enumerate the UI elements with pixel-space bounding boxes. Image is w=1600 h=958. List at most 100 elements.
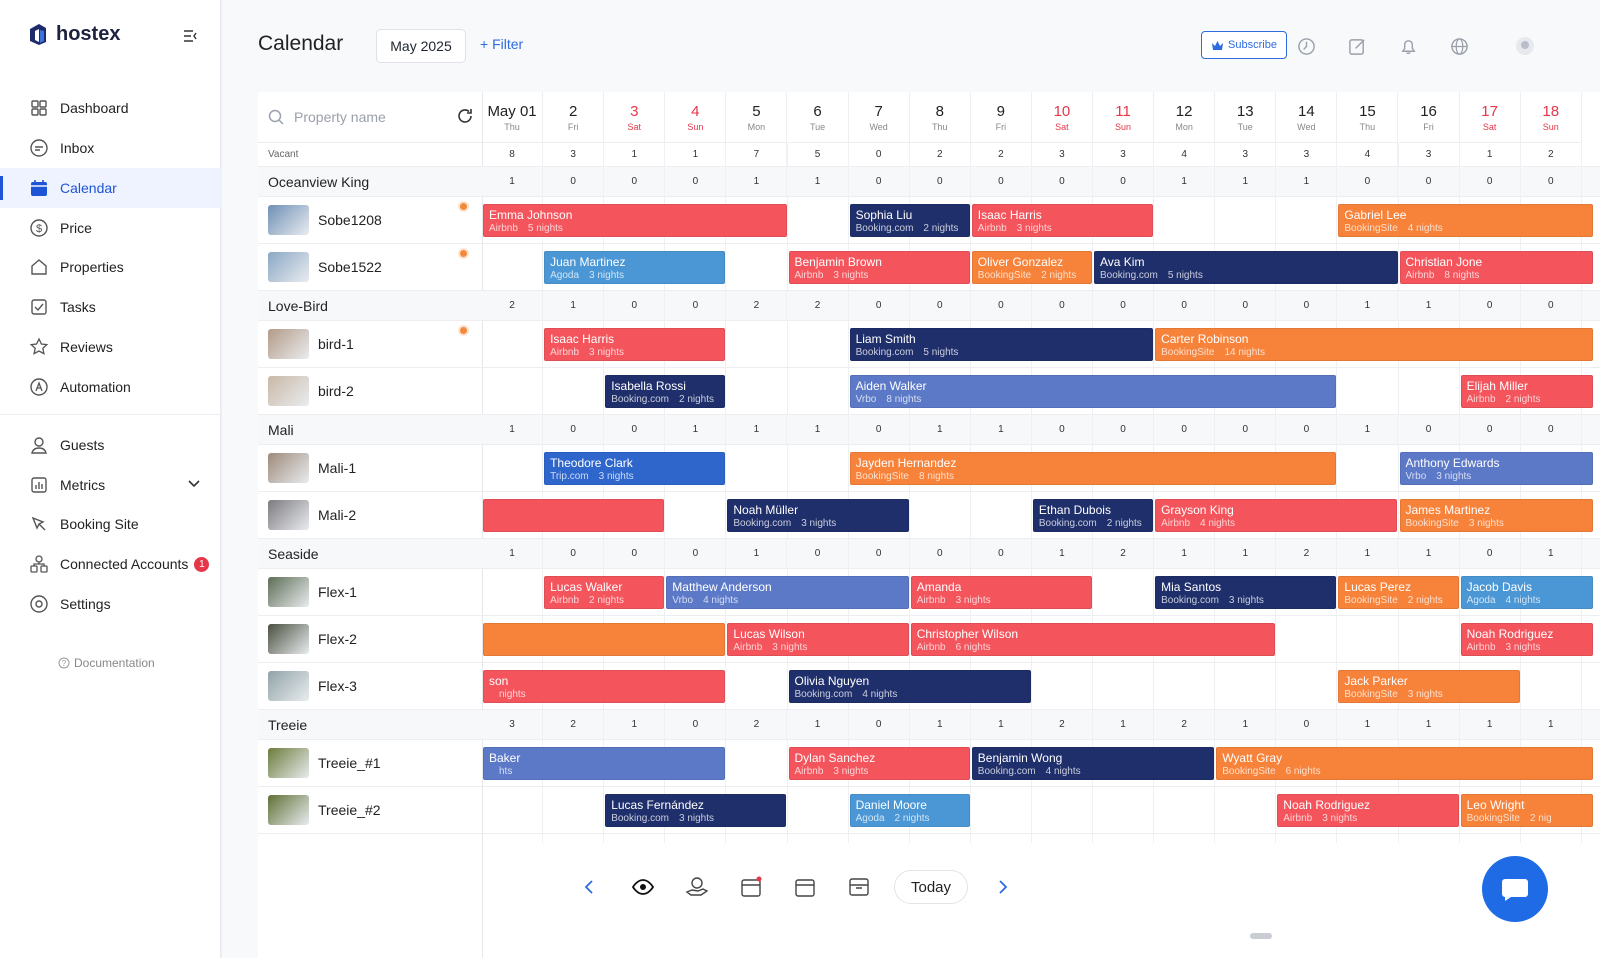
today-button[interactable]: Today xyxy=(894,870,968,904)
sidebar-item-inbox[interactable]: Inbox xyxy=(0,128,221,168)
booking-bar[interactable]: Emma Johnson Airbnb 5 nights xyxy=(483,204,787,237)
booking-bar[interactable]: Elijah Miller Airbnb 2 nights xyxy=(1460,375,1593,408)
booking-bar[interactable]: Daniel Moore Agoda 2 nights xyxy=(849,794,970,827)
price-view-button[interactable] xyxy=(678,868,716,906)
day-header[interactable]: 3 Sat xyxy=(604,92,666,143)
tomorrow-checkin-button[interactable] xyxy=(786,868,824,906)
property-label[interactable]: bird-2 xyxy=(268,376,354,406)
history-icon[interactable] xyxy=(1295,35,1317,57)
property-search[interactable]: Property name xyxy=(258,92,482,143)
booking-bar[interactable]: Noah Rodriguez Airbnb 3 nights xyxy=(1460,623,1593,656)
day-header[interactable]: May 01 Thu xyxy=(482,92,544,143)
booking-bar[interactable]: Anthony Edwards Vrbo 3 nights xyxy=(1399,452,1594,485)
booking-bar[interactable]: Benjamin Wong Booking.com 4 nights xyxy=(971,747,1215,780)
chevron-down-icon[interactable] xyxy=(188,480,200,488)
group-name[interactable]: Oceanview King xyxy=(268,174,370,190)
sidebar-item-connected-accounts[interactable]: Connected Accounts 1 xyxy=(0,544,221,584)
booking-bar[interactable]: Lucas Fernández Booking.com 3 nights xyxy=(605,794,787,827)
day-header[interactable]: 11 Sun xyxy=(1093,92,1155,143)
sidebar-item-reviews[interactable]: Reviews xyxy=(0,327,221,367)
view-toggle-button[interactable] xyxy=(624,868,662,906)
sidebar-item-dashboard[interactable]: Dashboard xyxy=(0,88,221,128)
day-header[interactable]: 14 Wed xyxy=(1276,92,1338,143)
language-globe-icon[interactable] xyxy=(1448,35,1470,57)
user-avatar[interactable] xyxy=(1514,35,1536,57)
day-header[interactable]: 15 Thu xyxy=(1337,92,1399,143)
booking-bar[interactable]: James Martinez BookingSite 3 nights xyxy=(1399,499,1594,532)
sidebar-item-price[interactable]: $ Price xyxy=(0,208,221,248)
booking-bar[interactable]: Baker hts xyxy=(483,747,726,780)
sidebar-item-tasks[interactable]: Tasks xyxy=(0,287,221,327)
day-header[interactable]: 18 Sun xyxy=(1520,92,1582,143)
day-header[interactable]: 13 Tue xyxy=(1215,92,1277,143)
day-header[interactable]: 16 Fri xyxy=(1398,92,1460,143)
edit-icon[interactable] xyxy=(1346,35,1368,57)
booking-bar[interactable]: Oliver Gonzalez BookingSite 2 nights xyxy=(971,251,1092,284)
property-label[interactable]: bird-1 xyxy=(268,329,354,359)
booking-bar[interactable]: Jacob Davis Agoda 4 nights xyxy=(1460,576,1593,609)
booking-bar[interactable] xyxy=(483,499,665,532)
sidebar-item-booking-site[interactable]: Booking Site xyxy=(0,504,221,544)
filter-button[interactable]: + Filter xyxy=(480,36,524,52)
booking-bar[interactable]: Carter Robinson BookingSite 14 nights xyxy=(1155,328,1593,361)
booking-bar[interactable]: Olivia Nguyen Booking.com 4 nights xyxy=(788,670,1031,703)
booking-bar[interactable]: Sophia Liu Booking.com 2 nights xyxy=(849,204,970,237)
property-label[interactable]: Treeie_#2 xyxy=(268,795,381,825)
booking-bar[interactable]: Dylan Sanchez Airbnb 3 nights xyxy=(788,747,970,780)
booking-bar[interactable]: Noah Rodriguez Airbnb 3 nights xyxy=(1277,794,1459,827)
month-selector[interactable]: May 2025 xyxy=(376,29,466,63)
day-header[interactable]: 5 Mon xyxy=(726,92,788,143)
booking-bar[interactable]: Isabella Rossi Booking.com 2 nights xyxy=(605,375,726,408)
booking-bar[interactable]: son nights xyxy=(483,670,726,703)
booking-bar[interactable]: Wyatt Gray BookingSite 6 nights xyxy=(1216,747,1593,780)
sidebar-item-automation[interactable]: Automation xyxy=(0,367,221,407)
booking-bar[interactable]: Isaac Harris Airbnb 3 nights xyxy=(971,204,1154,237)
booking-bar[interactable]: Benjamin Brown Airbnb 3 nights xyxy=(788,251,970,284)
day-header[interactable]: 6 Tue xyxy=(787,92,849,143)
booking-bar[interactable]: Lucas Walker Airbnb 2 nights xyxy=(544,576,665,609)
booking-bar[interactable]: Leo Wright BookingSite 2 nig xyxy=(1460,794,1593,827)
booking-bar[interactable]: Ava Kim Booking.com 5 nights xyxy=(1094,251,1398,284)
booking-bar[interactable]: Amanda Airbnb 3 nights xyxy=(910,576,1092,609)
booking-bar[interactable]: Lucas Wilson Airbnb 3 nights xyxy=(727,623,909,656)
booking-bar[interactable]: Ethan Dubois Booking.com 2 nights xyxy=(1032,499,1154,532)
booking-bar[interactable]: Lucas Perez BookingSite 2 nights xyxy=(1338,576,1459,609)
property-label[interactable]: Treeie_#1 xyxy=(268,748,381,778)
property-label[interactable]: Sobe1208 xyxy=(268,205,382,235)
refresh-icon[interactable] xyxy=(456,107,474,125)
next-period-button[interactable] xyxy=(984,868,1022,906)
chat-support-button[interactable] xyxy=(1482,856,1548,922)
day-header[interactable]: 7 Wed xyxy=(848,92,910,143)
search-input[interactable]: Property name xyxy=(294,109,386,125)
day-header[interactable]: 10 Sat xyxy=(1031,92,1093,143)
day-header[interactable]: 2 Fri xyxy=(543,92,605,143)
day-header[interactable]: 17 Sat xyxy=(1459,92,1521,143)
notification-bell-icon[interactable] xyxy=(1397,35,1419,57)
sidebar-item-guests[interactable]: Guests xyxy=(0,425,221,465)
subscribe-button[interactable]: Subscribe xyxy=(1201,31,1287,59)
booking-bar[interactable] xyxy=(483,623,726,656)
sidebar-item-metrics[interactable]: Metrics xyxy=(0,465,221,505)
group-name[interactable]: Mali xyxy=(268,422,294,438)
day-header[interactable]: 8 Thu xyxy=(909,92,971,143)
sidebar-item-settings[interactable]: Settings xyxy=(0,584,221,624)
day-header[interactable]: 12 Mon xyxy=(1154,92,1216,143)
property-label[interactable]: Mali-1 xyxy=(268,453,356,483)
booking-bar[interactable]: Christian Jone Airbnb 8 nights xyxy=(1399,251,1594,284)
prev-period-button[interactable] xyxy=(570,868,608,906)
property-label[interactable]: Flex-2 xyxy=(268,624,357,654)
property-label[interactable]: Sobe1522 xyxy=(268,252,382,282)
booking-bar[interactable]: Theodore Clark Trip.com 3 nights xyxy=(544,452,726,485)
booking-bar[interactable]: Jayden Hernandez BookingSite 8 nights xyxy=(849,452,1337,485)
booking-bar[interactable]: Grayson King Airbnb 4 nights xyxy=(1155,499,1398,532)
day-header[interactable]: 9 Fri xyxy=(970,92,1032,143)
booking-bar[interactable]: Isaac Harris Airbnb 3 nights xyxy=(544,328,726,361)
property-label[interactable]: Mali-2 xyxy=(268,500,356,530)
archive-button[interactable] xyxy=(840,868,878,906)
property-label[interactable]: Flex-1 xyxy=(268,577,357,607)
sidebar-item-calendar[interactable]: Calendar xyxy=(0,168,221,208)
group-name[interactable]: Love-Bird xyxy=(268,298,328,314)
group-name[interactable]: Treeie xyxy=(268,717,308,733)
sidebar-item-properties[interactable]: Properties xyxy=(0,247,221,287)
booking-bar[interactable]: Noah Müller Booking.com 3 nights xyxy=(727,499,909,532)
